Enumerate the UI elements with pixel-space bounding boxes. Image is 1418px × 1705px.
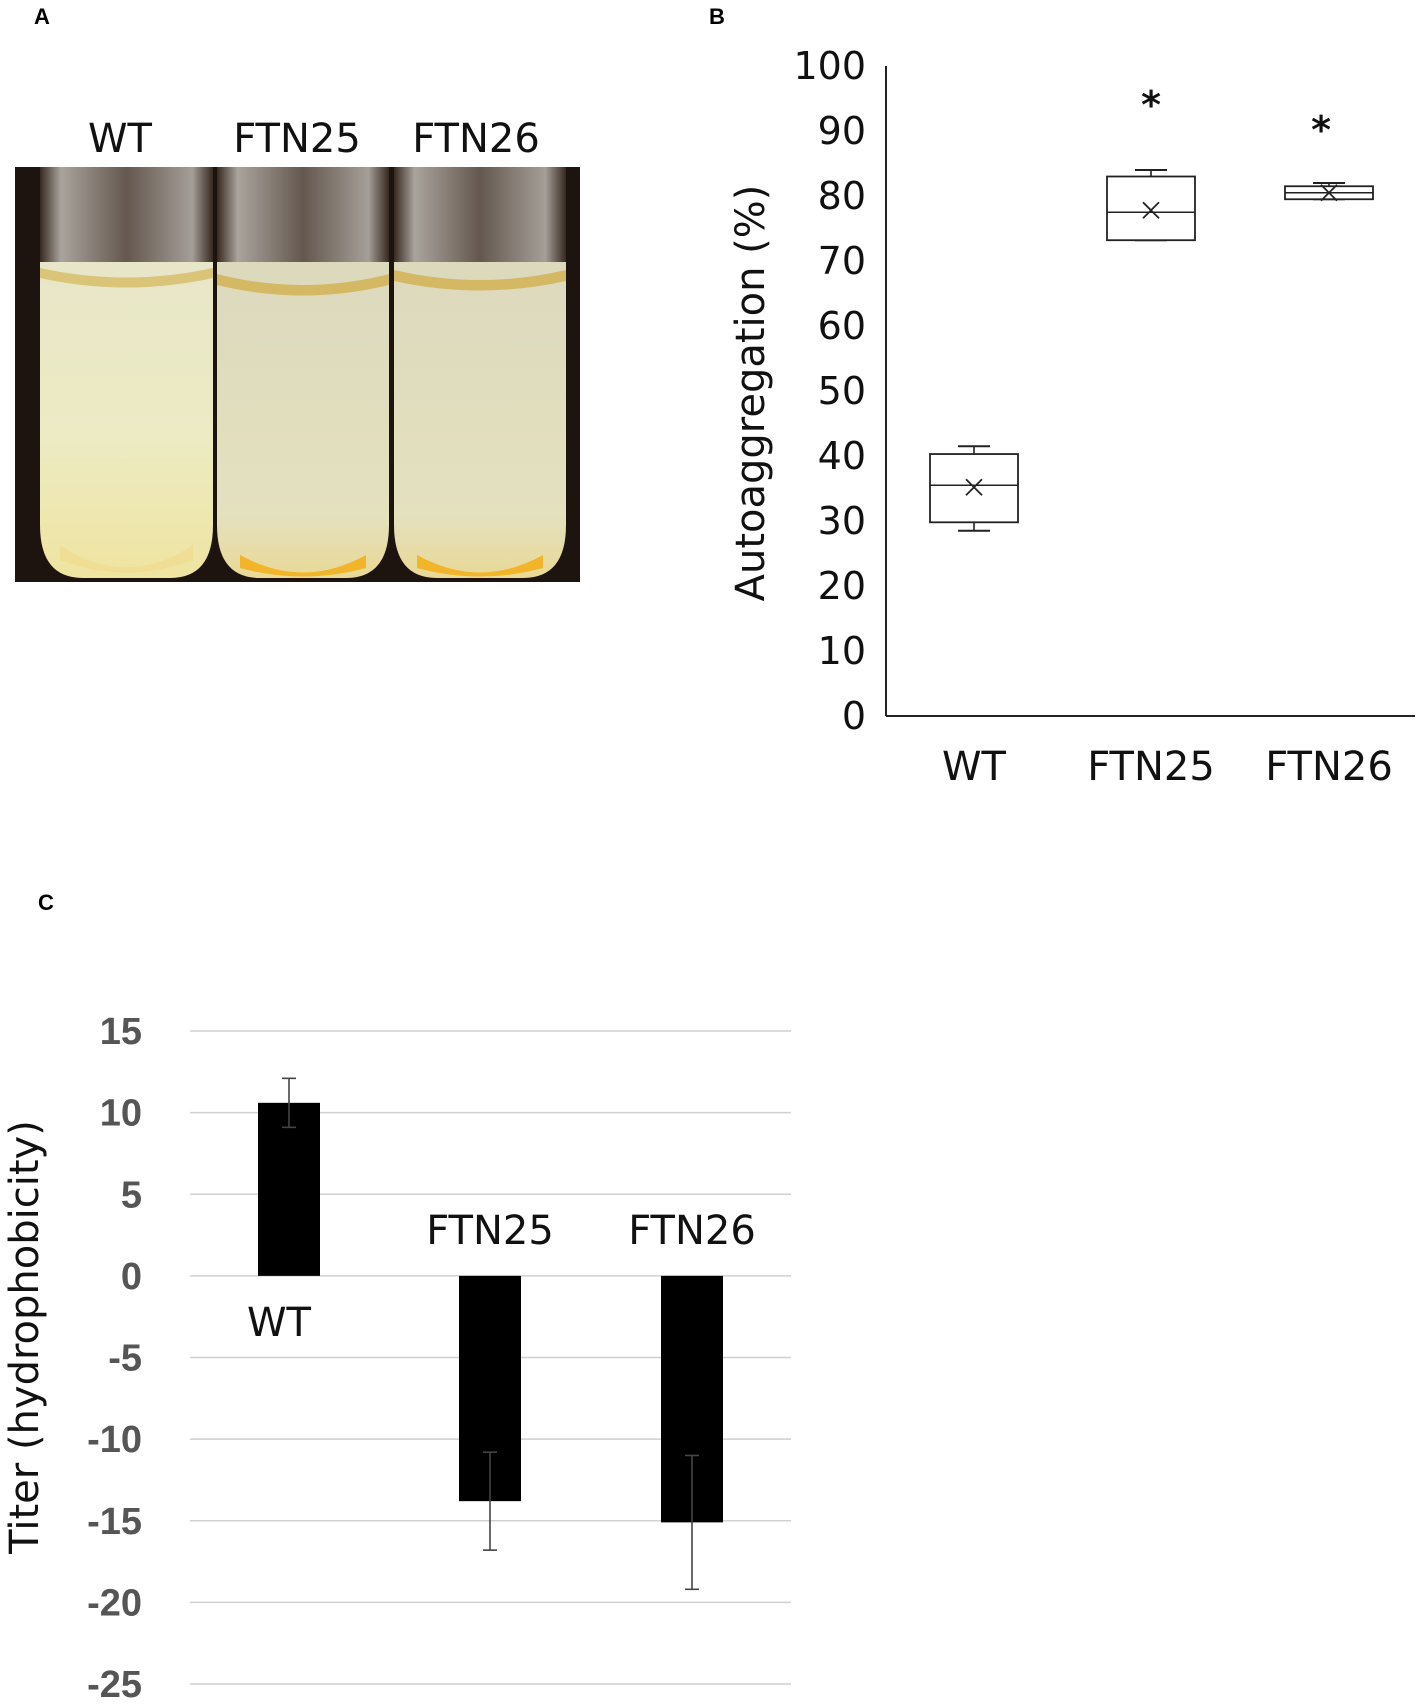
tube-ftn26 <box>394 167 566 578</box>
c-y-tick-label: 10 <box>100 1093 142 1135</box>
bar-wt <box>258 1102 320 1276</box>
significance-asterisk: * <box>1141 83 1161 127</box>
b-y-tick-label: 90 <box>818 109 866 153</box>
box-wt <box>929 445 1019 532</box>
error-bar <box>685 1454 699 1591</box>
b-y-tick-label: 10 <box>818 629 866 673</box>
b-y-tick-label: 70 <box>818 239 866 283</box>
panel-c-letter: C <box>38 890 54 915</box>
error-bar <box>282 1077 296 1129</box>
tube-label-wt: WT <box>88 116 153 162</box>
box-iqr <box>1106 175 1196 242</box>
b-x-category-label: WT <box>942 744 1007 790</box>
panel-b-letter: B <box>709 4 725 29</box>
c-x-category-label: FTN26 <box>628 1208 756 1254</box>
b-y-tick-label: 60 <box>818 304 866 348</box>
c-x-categories: WT FTN25 FTN26 <box>247 1208 756 1346</box>
b-y-tick-label: 20 <box>818 564 866 608</box>
b-axes <box>885 66 1415 717</box>
c-y-tick-label: -5 <box>108 1338 142 1380</box>
b-x-categories: WT FTN25 FTN26 <box>942 744 1393 790</box>
c-y-axis-label: Titer (hydrophobicity) <box>2 1120 48 1555</box>
panel-b: B Autoaggregation (%) 0 10 20 30 40 50 60 70 80 9… <box>709 4 1415 790</box>
c-y-tick-label: 15 <box>100 1011 142 1053</box>
c-x-category-label: FTN25 <box>426 1208 554 1254</box>
b-y-axis-label: Autoaggregation (%) <box>728 185 774 602</box>
b-y-ticks: 0 10 20 30 40 50 60 70 80 90 100 <box>793 44 866 738</box>
c-y-tick-label: -20 <box>87 1582 142 1624</box>
box-iqr <box>929 453 1019 524</box>
b-y-tick-label: 0 <box>842 694 866 738</box>
box-ftn25: * <box>1106 83 1196 242</box>
tube-wt <box>40 167 213 578</box>
c-y-ticks: 15 10 5 0 -5 -10 -15 -20 -25 <box>87 1011 142 1705</box>
b-y-tick-label: 30 <box>818 499 866 543</box>
b-y-tick-label: 40 <box>818 434 866 478</box>
panel-a-letter: A <box>34 4 50 29</box>
c-bars <box>258 1077 723 1591</box>
tube-ftn25 <box>217 167 389 578</box>
tube-label-ftn26: FTN26 <box>412 116 540 162</box>
b-x-category-label: FTN25 <box>1087 744 1215 790</box>
mean-marker <box>1142 201 1160 219</box>
c-y-tick-label: 5 <box>121 1174 142 1216</box>
b-y-tick-label: 80 <box>818 174 866 218</box>
tube-label-ftn25: FTN25 <box>233 116 361 162</box>
c-y-tick-label: -25 <box>87 1664 142 1705</box>
tube-photo <box>15 167 580 582</box>
c-y-tick-label: -15 <box>87 1501 142 1543</box>
c-x-category-label: WT <box>247 1300 312 1346</box>
b-boxes: ** <box>929 83 1374 532</box>
significance-asterisk: * <box>1311 108 1331 152</box>
panel-a: A WT FTN25 FTN26 <box>15 4 580 582</box>
c-y-tick-label: -10 <box>87 1419 142 1461</box>
box-ftn26: * <box>1284 108 1374 202</box>
panel-c: C Titer (hydrophobicity) 15 10 5 0 -5 -10 -15 -… <box>2 890 791 1705</box>
b-y-tick-label: 50 <box>818 369 866 413</box>
mean-marker <box>965 478 983 496</box>
error-bar <box>483 1451 497 1551</box>
c-y-tick-label: 0 <box>121 1256 142 1298</box>
mean-marker <box>1320 184 1338 202</box>
b-x-category-label: FTN26 <box>1265 744 1393 790</box>
b-y-tick-label: 100 <box>793 44 866 88</box>
